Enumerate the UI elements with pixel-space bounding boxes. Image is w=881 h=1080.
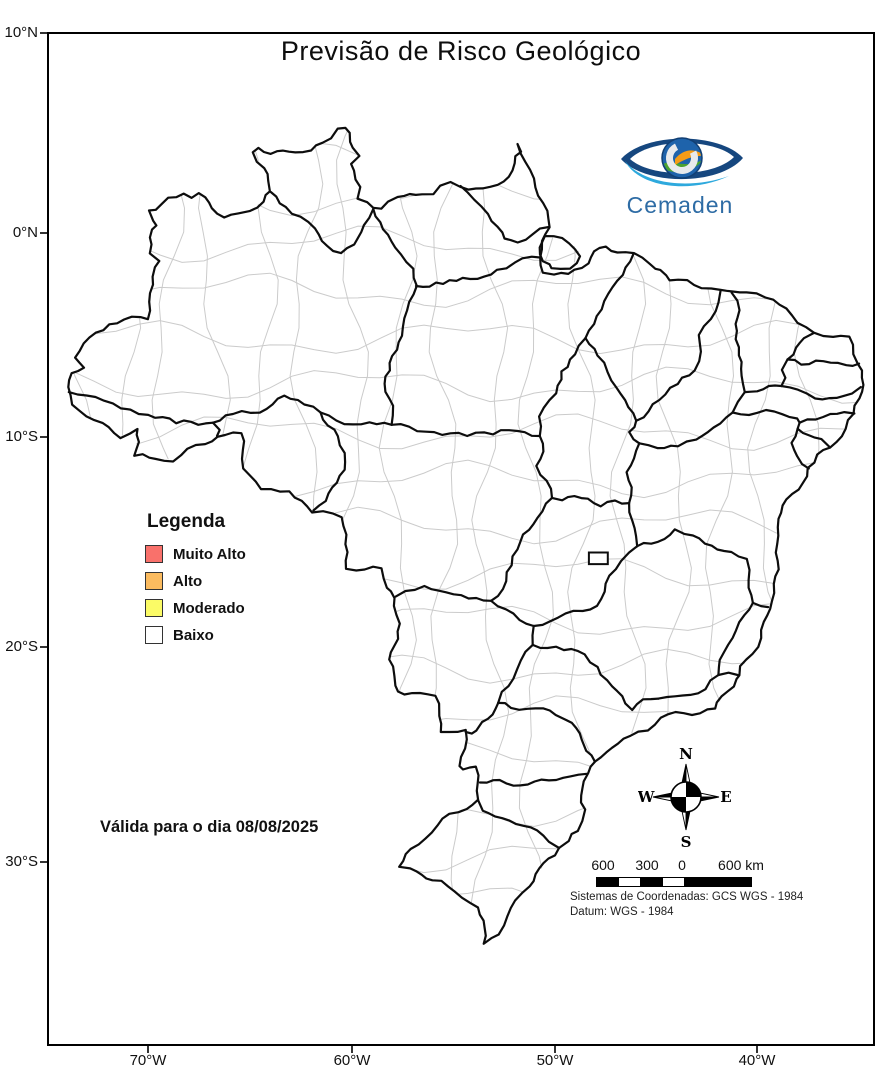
border-pi-ba <box>638 411 734 450</box>
border-ma-pi <box>635 290 722 422</box>
compass-n-label: N <box>679 745 693 763</box>
border-pb-pe <box>780 384 862 401</box>
scale-segment <box>640 877 663 887</box>
border-ap-pa <box>459 184 550 244</box>
scale-segment <box>662 877 685 887</box>
compass-e-label: E <box>720 788 731 806</box>
legend-swatch-muito-alto <box>145 545 163 563</box>
legend-item-muito-alto: Muito Alto <box>145 545 246 563</box>
border-amazon-river <box>414 255 541 288</box>
legend-swatch-moderado <box>145 599 163 617</box>
cemaden-logo-eye-icon <box>621 137 743 187</box>
border-to-ba <box>625 442 641 505</box>
border-mg-es <box>717 601 754 677</box>
marajo-island <box>538 235 582 270</box>
border-sp-pr <box>497 701 596 763</box>
compass-w-label: W <box>638 788 656 806</box>
scale-label-0: 0 <box>678 857 686 873</box>
scale-segment <box>684 877 752 887</box>
border-mt-go <box>490 496 554 602</box>
border-pr-sc <box>478 772 588 787</box>
y-axis-label-30s: 30°S <box>5 853 38 870</box>
border-al-se <box>796 427 832 449</box>
border-pa-to <box>538 337 587 438</box>
border-am-pa <box>372 207 418 426</box>
cemaden-logo-text: Cemaden <box>626 192 734 218</box>
border-ba-es <box>751 601 770 609</box>
border-pi-pe <box>731 391 746 414</box>
border-pi-to <box>628 419 641 445</box>
map-frame <box>40 32 875 1053</box>
border-pe-al <box>798 411 856 424</box>
legend-item-moderado: Moderado <box>145 599 245 617</box>
border-es-rj <box>717 671 739 677</box>
border-ma-to <box>584 337 638 422</box>
border-pa-ma <box>584 253 635 340</box>
legend-item-baixo: Baixo <box>145 626 214 644</box>
border-am-mt <box>319 411 393 426</box>
border-ms-go <box>490 599 535 628</box>
coordinate-system-credits: Sistemas de Coordenadas: GCS WGS - 1984 … <box>570 890 803 919</box>
legend-title: Legenda <box>147 511 226 532</box>
scale-segment <box>618 877 641 887</box>
page-title: Previsão de Risco Geológico <box>280 36 642 66</box>
legend-label: Muito Alto <box>173 545 246 563</box>
x-axis-label-50w: 50°W <box>536 1052 574 1069</box>
country-outline <box>67 126 865 945</box>
border-go-mg <box>532 545 639 628</box>
border-ro-mt <box>312 411 347 512</box>
y-axis-label-20s: 20°S <box>5 638 38 655</box>
scale-label-300: 300 <box>635 857 659 873</box>
x-axis-label-60w: 60°W <box>333 1052 371 1069</box>
scale-bar <box>596 877 752 887</box>
border-ce-pe <box>743 384 783 394</box>
border-rn-pb <box>786 358 861 367</box>
border-to-go <box>550 495 631 508</box>
border-ac-ro <box>211 421 221 438</box>
credits-line-1: Sistemas de Coordenadas: GCS WGS - 1984 <box>570 891 804 903</box>
border-mg-rj <box>657 673 720 700</box>
compass-rose-icon: N S W E <box>638 745 732 850</box>
x-axis-label-70w: 70°W <box>129 1052 167 1069</box>
legend-swatch-baixo <box>145 626 163 644</box>
legend-label: Baixo <box>173 626 214 644</box>
scale-segment <box>596 877 619 887</box>
legend-label: Moderado <box>173 599 245 617</box>
border-to-mt <box>535 434 554 499</box>
border-pi-ce <box>730 291 746 394</box>
border-ce-rn <box>786 331 815 361</box>
border-sc-rs <box>476 798 561 850</box>
border-mg-sp <box>531 643 660 712</box>
border-ce-pb <box>780 358 789 388</box>
border-sp-ms <box>497 643 534 704</box>
compass-s-label: S <box>681 833 692 850</box>
scale-label-600km: 600 km <box>718 857 764 873</box>
border-am-ro <box>211 394 322 424</box>
credits-line-2: Datum: WGS - 1984 <box>570 905 674 918</box>
border-ba-mg <box>636 528 754 604</box>
border-ms-pr <box>464 701 500 735</box>
border-mt-ms <box>394 584 493 602</box>
border-pe-ba <box>731 408 801 424</box>
x-axis-label-40w: 40°W <box>738 1052 776 1069</box>
y-axis-label-0n: 0°N <box>12 224 38 241</box>
border-mt-pa <box>390 423 541 438</box>
y-axis-label-10n: 10°N <box>4 24 38 41</box>
y-axis-label-10s: 10°S <box>5 428 38 445</box>
legend-label: Alto <box>173 572 203 590</box>
distrito-federal <box>587 551 609 566</box>
scale-label-600-left: 600 <box>591 857 615 873</box>
border-mg-ms <box>531 624 535 646</box>
border-se-ba <box>790 427 810 470</box>
legend-swatch-alto <box>145 572 163 590</box>
legend-item-alto: Alto <box>145 572 202 590</box>
border-ba-go <box>628 502 639 548</box>
border-ac-am <box>67 391 215 426</box>
state-boundaries <box>67 126 865 945</box>
validity-date-text: Válida para o dia 08/08/2025 <box>100 818 319 836</box>
border-rr-am <box>269 190 375 255</box>
